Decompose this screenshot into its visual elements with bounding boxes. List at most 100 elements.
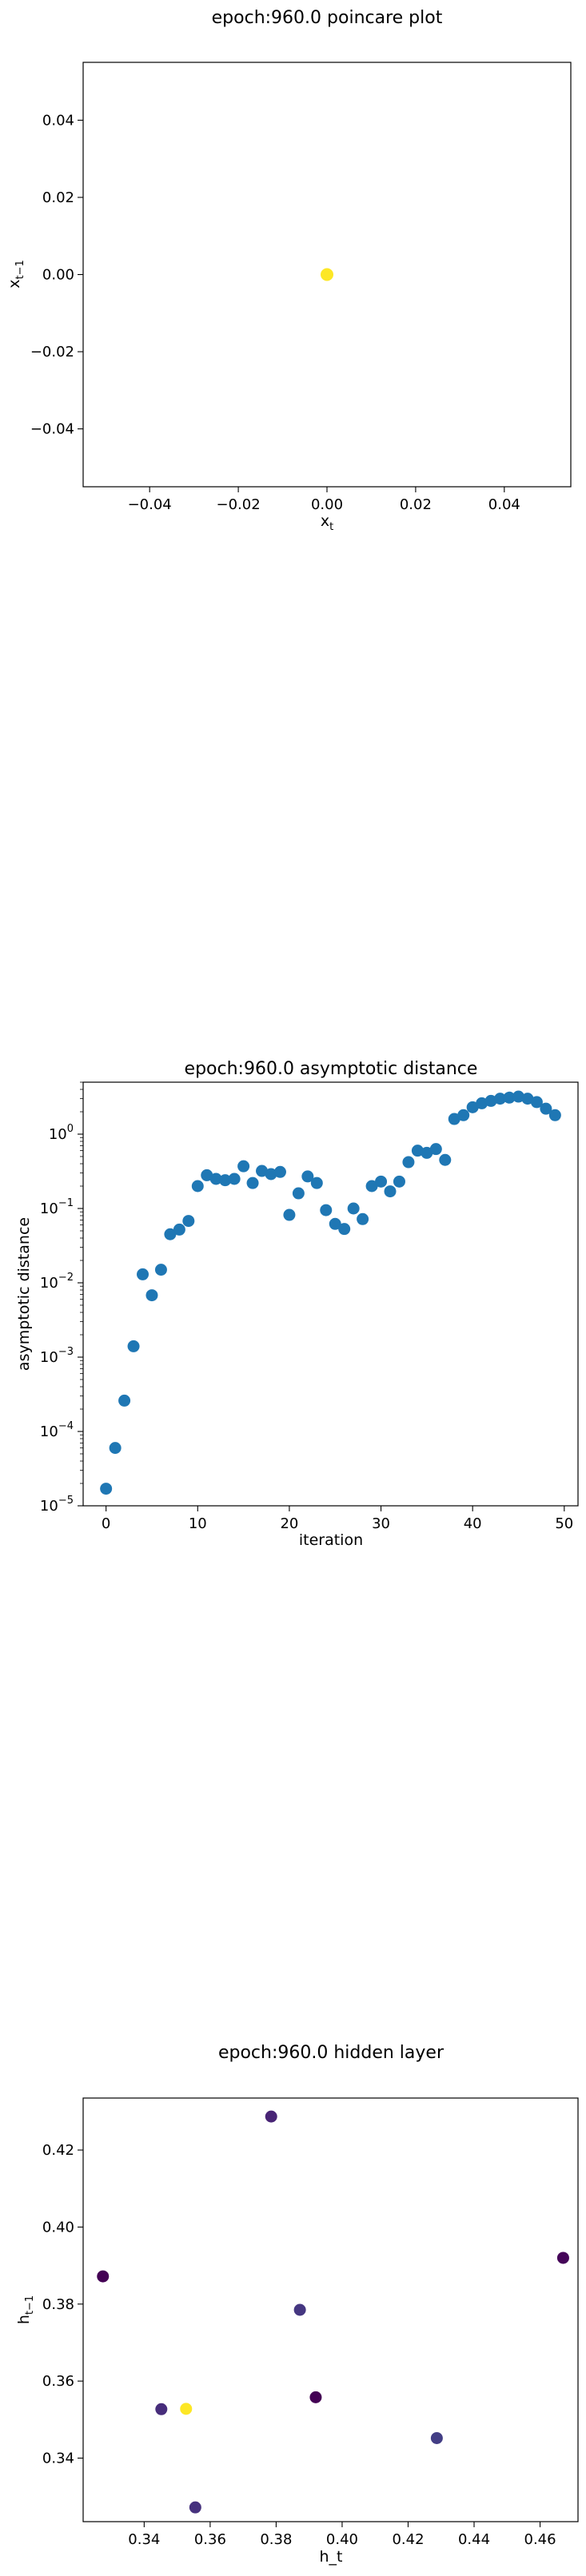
hidden-layer-points [97,2110,569,2514]
scatter-point [310,1177,323,1189]
y-tick-base: 10 [40,1200,58,1217]
scatter-point [155,2403,168,2415]
y-tick-label: 10−4 [40,1420,74,1440]
scatter-point [164,1228,177,1240]
scatter-point [189,2501,201,2514]
scatter-point [246,1177,259,1189]
asymptotic-distance-y-axis-label: asymptotic distance [15,1217,33,1371]
scatter-point [521,1093,534,1105]
hidden-layer-y-label-base: h [15,2315,33,2324]
y-tick-label: 0.00 [42,267,74,284]
hidden-layer-x-axis-label: h_t [320,2548,343,2566]
scatter-point [256,1165,269,1177]
y-tick-label: 100 [49,1123,74,1143]
scatter-point [357,1212,369,1225]
poincare-plot-x-ticks: −0.04 −0.02 0.00 0.02 0.04 [128,487,520,513]
y-tick-label: −0.04 [30,421,74,438]
x-tick-label: 0.02 [400,496,432,513]
poincare-plot-chart: epoch:960.0 poincare plot −0.04 −0.02 0.00… [6,8,572,533]
x-tick-label: 10 [189,1515,207,1532]
scatter-point [347,1202,360,1215]
scatter-point [429,1143,442,1156]
hidden-layer-frame [82,2097,579,2522]
y-tick-base: 10 [40,1349,58,1366]
y-tick-exponent: −5 [58,1495,74,1507]
scatter-point [191,1180,204,1192]
scatter-point [365,1180,378,1192]
scatter-point [320,1204,333,1216]
scatter-point [476,1097,488,1109]
scatter-point [228,1173,241,1185]
y-tick-label: 0.04 [42,112,74,129]
scatter-point [393,1175,405,1188]
scatter-point [384,1185,397,1198]
scatter-point [466,1101,479,1113]
scatter-point [97,2270,110,2283]
scatter-point [439,1153,452,1166]
asymptotic-distance-x-ticks: 0 10 20 30 40 50 [102,1506,573,1532]
poincare-plot-points [321,268,333,281]
scatter-point [375,1175,388,1188]
scatter-point [237,1160,250,1173]
x-tick-label: 0.34 [128,2531,160,2548]
y-tick-label: 0.38 [42,2296,74,2313]
asymptotic-distance-title: epoch:960.0 asymptotic distance [185,1059,478,1079]
scatter-point [484,1094,497,1107]
poincare-plot-y-axis-label: xt−1 [6,260,26,289]
hidden-layer-y-axis-label: ht−1 [15,2295,36,2324]
y-tick-label: 0.40 [42,2219,74,2236]
scatter-point [127,1340,140,1352]
scatter-point [293,2303,306,2316]
scatter-point [430,2431,443,2444]
x-tick-label: −0.02 [217,496,261,513]
scatter-point [209,1173,222,1185]
scatter-point [301,1170,314,1183]
y-tick-base: 10 [40,1423,58,1440]
x-tick-label: 0.04 [488,496,520,513]
poincare-plot-x-axis-label: xt [321,512,333,533]
poincare-plot-y-label-base: x [6,280,23,289]
y-tick-exponent: −1 [58,1197,74,1209]
x-tick-label: 0 [102,1515,110,1532]
x-tick-label: 30 [372,1515,390,1532]
y-tick-label: −0.02 [30,344,74,360]
scatter-point [109,1442,122,1455]
scatter-point [180,2403,193,2415]
y-tick-exponent: −3 [58,1346,74,1358]
scatter-point [321,268,333,281]
y-tick-label: 0.34 [42,2451,74,2467]
y-tick-label: 10−2 [40,1272,74,1292]
x-tick-label: 0.36 [194,2531,226,2548]
scatter-point [411,1145,424,1157]
y-tick-label: 10−3 [40,1346,74,1366]
y-tick-exponent: −4 [58,1420,74,1432]
asymptotic-distance-frame [82,1081,579,1507]
scatter-point [448,1113,460,1125]
scatter-point [265,2110,277,2123]
scatter-point [146,1289,158,1302]
scatter-point [292,1187,305,1200]
poincare-plot-y-ticks: −0.04 −0.02 0.00 0.02 0.04 [30,112,83,438]
scatter-point [512,1090,524,1103]
scatter-point [283,1208,296,1221]
scatter-point [100,1483,113,1495]
scatter-point [273,1165,286,1178]
y-tick-label: 0.36 [42,2373,74,2390]
x-tick-label: 0.40 [326,2531,358,2548]
asymptotic-distance-points [100,1090,561,1495]
scatter-point [173,1223,185,1236]
scatter-point [329,1217,341,1230]
hidden-layer-y-label-subscript: t−1 [24,2295,36,2315]
scatter-point [457,1109,470,1121]
hidden-layer-title: epoch:960.0 hidden layer [218,2043,444,2063]
scatter-point [137,1268,149,1280]
scatter-point [219,1174,232,1187]
scatter-point [265,1168,277,1181]
hidden-layer-chart: epoch:960.0 hidden layer 0.34 0.36 0.38 0.4… [15,2043,579,2566]
scatter-point [201,1169,213,1181]
poincare-plot-title: epoch:960.0 poincare plot [212,8,443,28]
poincare-plot-x-label-subscript: t [329,521,333,533]
scatter-point [548,1109,561,1121]
